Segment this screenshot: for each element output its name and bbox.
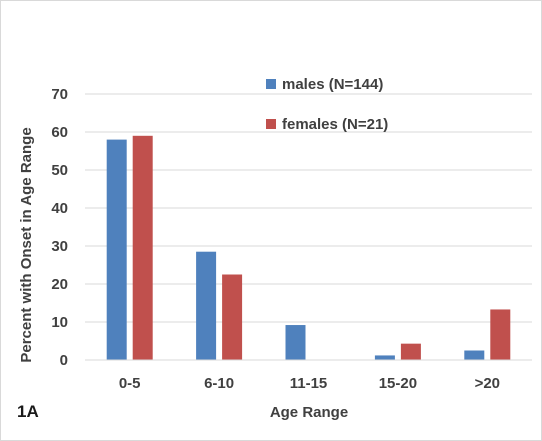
bar-females-4 [490,309,511,360]
y-tick-label: 0 [60,352,68,369]
x-axis-title: Age Range [270,404,348,421]
bars [106,135,511,360]
y-tick-label: 60 [51,124,68,141]
legend-swatch-males [266,79,276,89]
legend-label-males: males (N=144) [282,76,383,93]
bar-females-0 [132,135,153,360]
y-tick-label: 40 [51,200,68,217]
x-tick-label: 0-5 [119,375,141,392]
bar-females-1 [222,274,243,360]
legend: males (N=144) females (N=21) [266,76,388,133]
x-tick-label: >20 [475,375,500,392]
bar-males-1 [196,251,217,360]
x-tick-label: 11-15 [290,375,328,392]
y-tick-label: 50 [51,162,68,179]
legend-swatch-females [266,119,276,129]
legend-label-females: females (N=21) [282,116,388,133]
y-tick-label: 70 [51,86,68,103]
y-tick-labels: 0 10 20 30 40 50 60 70 [51,86,68,369]
y-axis-title: Percent with Onset in Age Range [18,127,35,362]
y-tick-label: 20 [51,276,68,293]
x-tick-labels: 0-5 6-10 11-15 15-20 >20 [119,375,500,392]
bar-males-0 [106,139,127,360]
bar-males-4 [464,350,485,360]
y-tick-label: 30 [51,238,68,255]
x-tick-label: 15-20 [379,375,417,392]
x-tick-label: 6-10 [204,375,234,392]
y-tick-label: 10 [51,314,68,331]
panel-label: 1A [17,402,39,421]
bar-females-3 [400,343,421,360]
gridlines [85,93,532,323]
bar-males-3 [374,355,395,360]
bar-males-2 [285,325,306,360]
